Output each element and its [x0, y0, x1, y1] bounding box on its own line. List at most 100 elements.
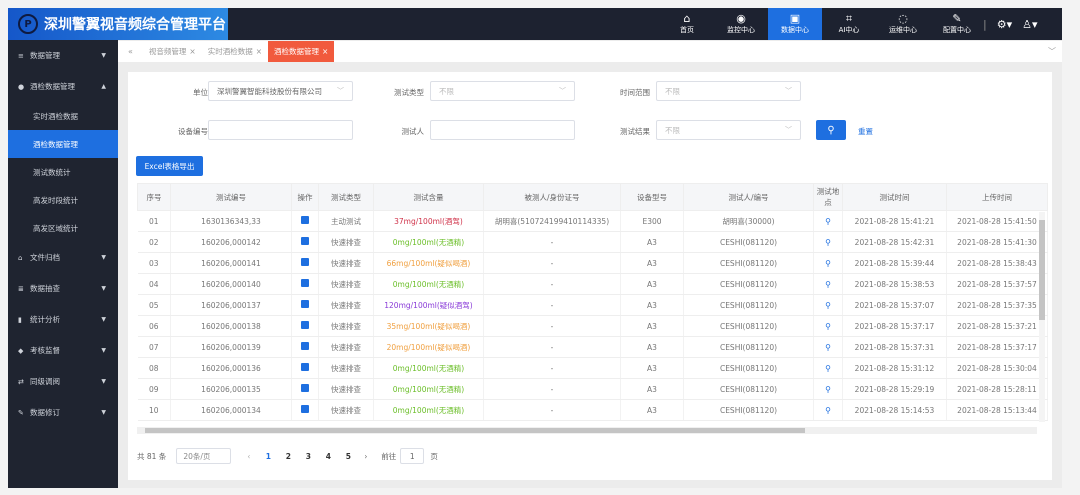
sidebar-item-label: 数据管理: [30, 51, 60, 60]
column-header: 测试时间: [842, 183, 947, 211]
wrench-icon: ✎: [952, 12, 962, 25]
cell-test-id: 160206,000136: [170, 357, 292, 379]
column-header: 测试编号: [170, 183, 292, 211]
caret-down-icon: ▼: [101, 316, 106, 323]
cell-test-type: 主动测试: [318, 210, 374, 232]
nav-item-2[interactable]: ▣ 数据中心: [768, 8, 822, 40]
device-input[interactable]: [208, 120, 353, 140]
location-pin-icon[interactable]: ⚲: [825, 237, 831, 247]
edit-icon[interactable]: [301, 321, 309, 329]
cell-index: 03: [137, 252, 171, 274]
nav-item-1[interactable]: ◉ 监控中心: [714, 8, 768, 40]
result-select[interactable]: 不限 ﹀: [656, 120, 801, 140]
excel-export-button[interactable]: Excel表格导出: [136, 156, 203, 176]
content-panel: 单位 深圳警翼智能科技股份有限公司 ﹀ 测试类型 不限 ﹀ 时间范围 不限 ﹀ 设备编…: [128, 72, 1052, 480]
time-range-select[interactable]: 不限 ﹀: [656, 81, 801, 101]
sidebar-item-3[interactable]: ≣ 数据抽查 ▼: [8, 273, 118, 304]
location-pin-icon[interactable]: ⚲: [825, 216, 831, 226]
reset-link[interactable]: 重置: [858, 127, 873, 136]
sidebar-subitem-0[interactable]: 实时酒检数据: [33, 111, 78, 121]
edit-icon[interactable]: [301, 258, 309, 266]
sidebar-subitem-4[interactable]: 高发区域统计: [33, 223, 78, 233]
column-header: 上传时间: [946, 183, 1048, 211]
next-page-button[interactable]: ›: [364, 451, 368, 461]
sidebar-subitem-2[interactable]: 测试数统计: [33, 167, 71, 177]
cell-index: 08: [137, 357, 171, 379]
sidebar-subitem-3[interactable]: 高发时段统计: [33, 195, 78, 205]
nav-item-3[interactable]: ⌗ AI中心: [822, 8, 876, 40]
sidebar-item-1[interactable]: ● 酒检数据管理 ▲: [8, 71, 118, 102]
cell-upload-time: 2021-08-28 15:37:35: [946, 294, 1048, 316]
location-pin-icon[interactable]: ⚲: [825, 300, 831, 310]
edit-icon[interactable]: [301, 279, 309, 287]
cell-index: 07: [137, 336, 171, 358]
sidebar-subitem-1[interactable]: 酒检数据管理: [8, 130, 118, 158]
cell-test-type: 快速排查: [318, 357, 374, 379]
sidebar-item-2[interactable]: ⌂ 文件归档 ▼: [8, 242, 118, 273]
page-1-button[interactable]: 1: [265, 451, 271, 461]
tabs-more-icon[interactable]: ﹀: [1048, 47, 1056, 56]
cell-action: [291, 315, 319, 337]
cell-index: 10: [137, 399, 171, 421]
edit-icon[interactable]: [301, 384, 309, 392]
user-icon[interactable]: ♙▾: [1022, 17, 1038, 31]
caret-down-icon: ▼: [101, 378, 106, 385]
tab-0[interactable]: 视音频管理 ×: [143, 41, 202, 62]
page-5-button[interactable]: 5: [345, 451, 351, 461]
edit-icon[interactable]: [301, 363, 309, 371]
page-size-value: 20条/页: [183, 451, 211, 461]
page-4-button[interactable]: 4: [325, 451, 331, 461]
nav-item-5[interactable]: ✎ 配置中心: [930, 8, 984, 40]
sidebar-item-7[interactable]: ✎ 数据修订 ▼: [8, 397, 118, 428]
location-pin-icon[interactable]: ⚲: [825, 279, 831, 289]
nav-item-4[interactable]: ◌ 运维中心: [876, 8, 930, 40]
total-count: 共 81 条: [137, 451, 167, 461]
tab-2[interactable]: 酒检数据管理 ×: [268, 41, 335, 62]
nav-label: 运维中心: [889, 26, 917, 34]
page-2-button[interactable]: 2: [285, 451, 291, 461]
search-button[interactable]: ⚲: [816, 120, 846, 140]
sidebar-item-6[interactable]: ⇄ 同级调阅 ▼: [8, 366, 118, 397]
edit-icon[interactable]: [301, 342, 309, 350]
page-size-select[interactable]: 20条/页: [176, 448, 232, 464]
close-icon[interactable]: ×: [189, 47, 196, 56]
caret-up-icon: ▲: [101, 83, 106, 90]
tester-input[interactable]: [430, 120, 575, 140]
prev-page-button[interactable]: ‹: [247, 451, 251, 461]
cell-content: 0mg/100ml(无酒精): [373, 231, 484, 253]
goto-page-input[interactable]: 1: [400, 448, 425, 464]
edit-icon[interactable]: [301, 300, 309, 308]
cell-location: ⚲: [813, 315, 843, 337]
cell-test-type: 快速排查: [318, 273, 374, 295]
edit-icon[interactable]: [301, 405, 309, 413]
cell-location: ⚲: [813, 336, 843, 358]
unit-select[interactable]: 深圳警翼智能科技股份有限公司 ﹀: [208, 81, 353, 101]
cell-index: 02: [137, 231, 171, 253]
page-3-button[interactable]: 3: [305, 451, 311, 461]
location-pin-icon[interactable]: ⚲: [825, 321, 831, 331]
location-pin-icon[interactable]: ⚲: [825, 405, 831, 415]
edit-icon[interactable]: [301, 237, 309, 245]
sidebar-item-0[interactable]: ≡ 数据管理 ▼: [8, 40, 118, 71]
tab-1[interactable]: 实时酒检数据 ×: [202, 41, 268, 62]
top-header: P 深圳警翼视音频综合管理平台 ⌂ 首页 ◉ 监控中心 ▣ 数据中心 ⌗ AI中心 ◌ 运维中心 ✎…: [8, 8, 1062, 40]
horizontal-scrollbar[interactable]: [137, 427, 1037, 434]
location-pin-icon[interactable]: ⚲: [825, 384, 831, 394]
location-pin-icon[interactable]: ⚲: [825, 258, 831, 268]
vertical-scrollbar[interactable]: [1039, 212, 1045, 422]
close-icon[interactable]: ×: [255, 47, 262, 56]
location-pin-icon[interactable]: ⚲: [825, 342, 831, 352]
nav-item-0[interactable]: ⌂ 首页: [660, 8, 714, 40]
time-range-label: 时间范围: [620, 88, 650, 97]
cell-test-type: 快速排查: [318, 294, 374, 316]
column-header: 测试地点: [813, 183, 843, 211]
sidebar-item-4[interactable]: ▮ 统计分析 ▼: [8, 304, 118, 335]
close-icon[interactable]: ×: [322, 47, 329, 56]
location-pin-icon[interactable]: ⚲: [825, 363, 831, 373]
sidebar-item-5[interactable]: ◆ 考核监督 ▼: [8, 335, 118, 366]
test-type-select[interactable]: 不限 ﹀: [430, 81, 575, 101]
tabs-collapse-icon[interactable]: «: [128, 47, 133, 56]
cell-tester: CESHI(081120): [683, 273, 814, 295]
edit-icon[interactable]: [301, 216, 309, 224]
settings-icon[interactable]: ⚙▾: [996, 17, 1013, 31]
